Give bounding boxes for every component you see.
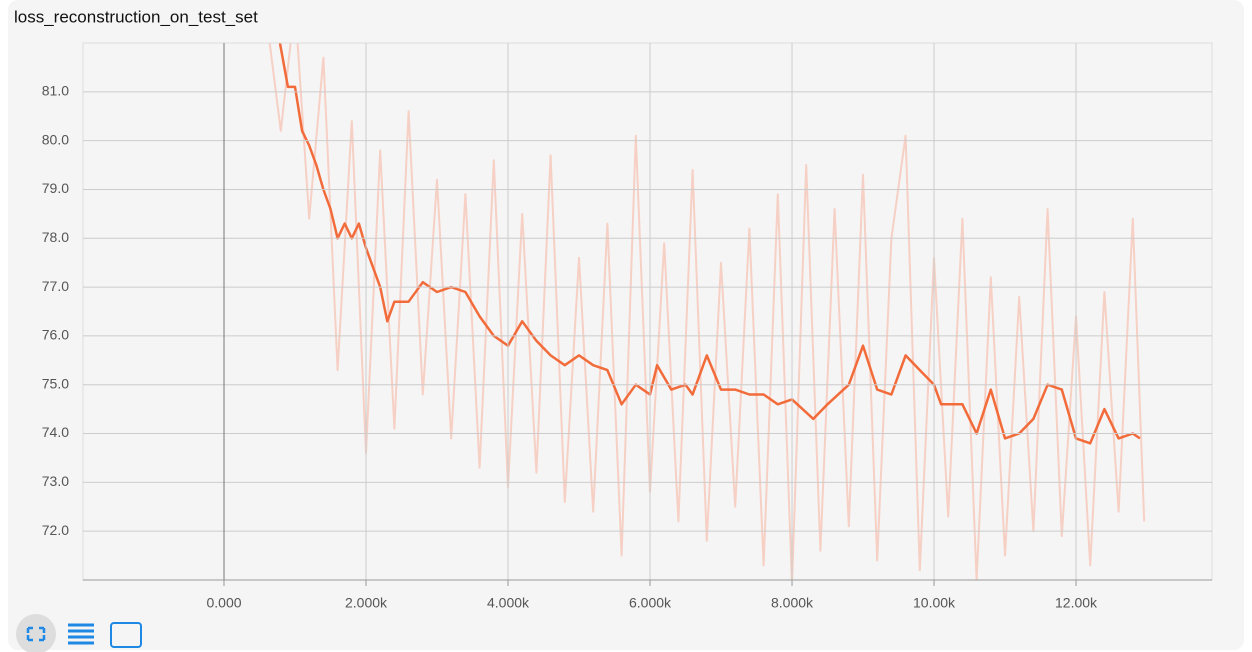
y-tick-label: 81.0 — [42, 83, 69, 99]
y-tick-label: 76.0 — [42, 327, 69, 343]
y-tick-label: 78.0 — [42, 229, 69, 245]
y-tick-label: 79.0 — [42, 180, 69, 196]
x-tick-label: 8.000k — [771, 595, 814, 611]
x-tick-label: 4.000k — [487, 595, 530, 611]
y-tick-label: 73.0 — [42, 473, 69, 489]
expand-icon — [26, 626, 46, 642]
fit-domain-icon[interactable] — [110, 622, 142, 648]
chart-title: loss_reconstruction_on_test_set — [14, 7, 258, 26]
x-tick-label: 2.000k — [345, 595, 388, 611]
x-tick-label: 12.00k — [1055, 595, 1098, 611]
series-line — [278, 43, 1141, 445]
y-tick-label: 80.0 — [42, 131, 69, 147]
expand-button[interactable] — [16, 614, 56, 652]
x-tick-label: 0.000 — [206, 595, 241, 611]
series-line — [268, 43, 1146, 580]
y-tick-label: 75.0 — [42, 375, 69, 391]
card — [8, 0, 1244, 650]
plot-area — [268, 43, 1146, 580]
y-tick-label: 74.0 — [42, 424, 69, 440]
x-tick-label: 6.000k — [629, 595, 672, 611]
data-toggle-icon[interactable] — [68, 623, 94, 645]
toolbar — [16, 614, 142, 652]
y-tick-label: 72.0 — [42, 522, 69, 538]
x-tick-label: 10.00k — [913, 595, 956, 611]
y-tick-label: 77.0 — [42, 278, 69, 294]
